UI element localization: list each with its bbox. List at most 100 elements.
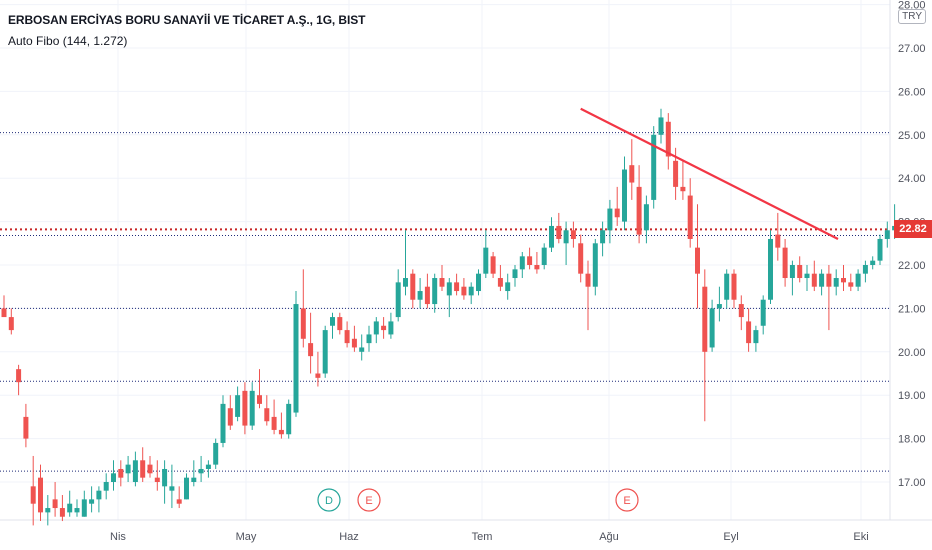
candle-body (52, 499, 58, 509)
candle-body (753, 330, 759, 344)
x-tick-label: Haz (339, 531, 359, 543)
candle-body (702, 286, 708, 352)
x-tick-label: Eki (853, 531, 868, 543)
x-tick-label: Tem (472, 531, 493, 543)
candle-body (103, 482, 109, 491)
event-marker (317, 488, 341, 512)
candle-body (249, 390, 255, 426)
candle-body (184, 477, 189, 500)
event-marker-label: E (623, 495, 630, 507)
y-tick-label: 21.00 (898, 303, 926, 315)
candle-body (381, 325, 387, 331)
candle-body (125, 464, 131, 474)
y-tick-label: 25.00 (898, 130, 926, 142)
candle-body (724, 273, 730, 300)
x-tick-label: Eyl (723, 531, 738, 543)
candle-body (293, 304, 299, 413)
candle-body (797, 265, 803, 279)
candle-body (768, 238, 773, 300)
candle-body (45, 508, 51, 513)
candle-body (775, 234, 781, 248)
candle-body (695, 247, 700, 274)
candle-body (534, 265, 540, 270)
y-tick-label: 24.00 (898, 173, 926, 185)
candle-body (505, 282, 511, 292)
candle-body (330, 317, 335, 326)
candle-body (614, 208, 620, 218)
candle-body (315, 373, 321, 378)
candle-body (607, 208, 613, 231)
candle-body (760, 299, 766, 326)
event-marker-label: D (325, 495, 333, 507)
candle-body (600, 230, 606, 244)
candle-body (819, 273, 825, 287)
candle-body (373, 321, 379, 335)
candle-body (439, 278, 445, 287)
candle-body (454, 282, 460, 292)
x-tick-label: Nis (110, 531, 126, 543)
candle-body (680, 186, 686, 192)
x-tick-label: Ağu (599, 531, 619, 543)
candle-body (782, 247, 788, 279)
candle-body (716, 304, 722, 309)
candle-body (811, 273, 817, 287)
x-tick-label: May (236, 531, 257, 543)
candle-body (278, 429, 284, 435)
chart-legend: ERBOSAN ERCİYAS BORU SANAYİİ VE TİCARET … (8, 10, 365, 52)
candle-body (585, 273, 591, 287)
candle-body (213, 442, 219, 465)
candle-body (96, 490, 102, 500)
candle-body (59, 508, 65, 517)
candle-body (578, 243, 584, 274)
candle-body (497, 278, 503, 287)
y-tick-label: 26.00 (898, 86, 926, 98)
candle-body (344, 330, 350, 344)
candle-body (16, 369, 22, 383)
indicator-label[interactable]: Auto Fibo (144, 1.272) (8, 34, 128, 48)
candle-body (687, 195, 693, 239)
candle-body (731, 273, 737, 300)
y-tick-label: 19.00 (898, 390, 926, 402)
candle-body (403, 278, 408, 287)
y-tick-label: 17.00 (898, 477, 926, 489)
event-marker-label: E (365, 495, 372, 507)
candle-body (351, 338, 357, 348)
candle-body (205, 464, 211, 469)
candle-body (89, 499, 95, 504)
candle-body (271, 416, 277, 430)
candle-body (235, 395, 241, 417)
candle-body (826, 273, 832, 287)
candle-body (8, 317, 14, 331)
candle-body (848, 282, 854, 287)
candle-body (118, 468, 124, 478)
candle-body (870, 260, 876, 265)
candle-body (154, 477, 160, 482)
candle-body (855, 273, 861, 287)
candle-body (541, 247, 547, 265)
currency-badge[interactable]: TRY (898, 9, 926, 24)
candle-body (308, 343, 314, 357)
candle-body (629, 165, 635, 183)
candle-body (162, 468, 168, 487)
y-tick-label: 28.00 (898, 0, 926, 12)
candle-body (556, 225, 562, 239)
candle-body (132, 460, 138, 482)
candle-body (38, 477, 43, 513)
candle-body (658, 117, 664, 135)
candle-body (300, 308, 306, 339)
symbol-title[interactable]: ERBOSAN ERCİYAS BORU SANAYİİ VE TİCARET … (8, 13, 366, 27)
candle-body (191, 477, 197, 482)
candle-body (446, 282, 452, 296)
candle-body (23, 416, 29, 439)
y-tick-label: 27.00 (898, 43, 926, 55)
candle-body (30, 486, 36, 504)
event-marker (615, 488, 639, 512)
candle-body (111, 473, 116, 482)
candle-body (322, 330, 328, 374)
candle-body (359, 347, 365, 352)
candle-body (563, 230, 569, 244)
last-price-tag: 22.82 (894, 220, 932, 239)
candle-body (709, 308, 715, 348)
